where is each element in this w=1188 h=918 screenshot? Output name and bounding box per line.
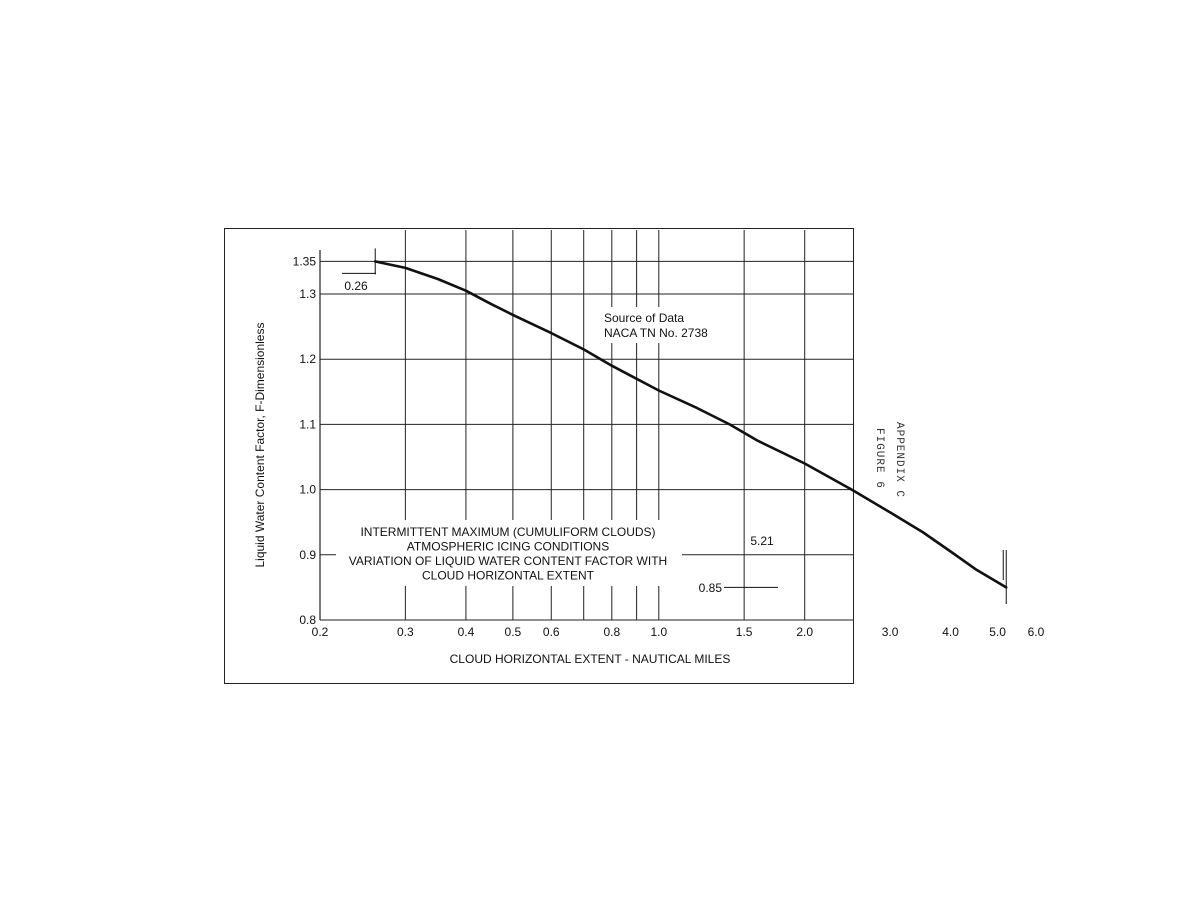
chart-frame bbox=[224, 228, 854, 684]
y-tick-label: 0.9 bbox=[299, 548, 316, 562]
y-tick-label: 1.1 bbox=[299, 417, 316, 431]
x-tick-label: 0.6 bbox=[543, 625, 560, 639]
y-tick-label: 1.3 bbox=[299, 287, 316, 301]
x-tick-label: 0.8 bbox=[603, 625, 620, 639]
x-tick-label: 0.3 bbox=[397, 625, 414, 639]
start-annotation: 0.26 bbox=[344, 279, 368, 293]
x-tick-label: 6.0 bbox=[1028, 625, 1045, 639]
y-axis-label: Liquid Water Content Factor, F-Dimension… bbox=[253, 323, 267, 568]
title-background bbox=[336, 520, 682, 586]
y-tick-label: 1.0 bbox=[299, 483, 316, 497]
y-tick-label: 1.35 bbox=[293, 254, 317, 268]
x-tick-label: 0.2 bbox=[312, 625, 329, 639]
title-line: VARIATION OF LIQUID WATER CONTENT FACTOR… bbox=[349, 554, 667, 568]
title-line: INTERMITTENT MAXIMUM (CUMULIFORM CLOUDS) bbox=[360, 525, 655, 539]
x-tick-label: 0.5 bbox=[505, 625, 522, 639]
x-axis-label: CLOUD HORIZONTAL EXTENT - NAUTICAL MILES bbox=[450, 652, 731, 666]
x-tick-label: 4.0 bbox=[942, 625, 959, 639]
x-tick-label: 5.0 bbox=[989, 625, 1006, 639]
title-line: ATMOSPHERIC ICING CONDITIONS bbox=[407, 540, 609, 554]
x-tick-label: 2.0 bbox=[796, 625, 813, 639]
y-tick-label: 1.2 bbox=[299, 352, 316, 366]
source-line: Source of Data bbox=[604, 311, 684, 325]
x-tick-label: 0.4 bbox=[458, 625, 475, 639]
x-tick-label: 1.5 bbox=[736, 625, 753, 639]
y-tick-label: 0.8 bbox=[299, 613, 316, 627]
series-line bbox=[373, 260, 1008, 589]
appendix-label: APPENDIX C bbox=[893, 422, 905, 499]
x-tick-label: 3.0 bbox=[882, 625, 899, 639]
source-line: NACA TN No. 2738 bbox=[604, 326, 708, 340]
figure-label: FIGURE 6 bbox=[873, 428, 885, 489]
end-x-annotation: 5.21 bbox=[750, 534, 774, 548]
x-tick-label: 1.0 bbox=[650, 625, 667, 639]
end-y-annotation: 0.85 bbox=[699, 581, 723, 595]
source-background bbox=[598, 307, 728, 343]
title-line: CLOUD HORIZONTAL EXTENT bbox=[422, 569, 595, 583]
